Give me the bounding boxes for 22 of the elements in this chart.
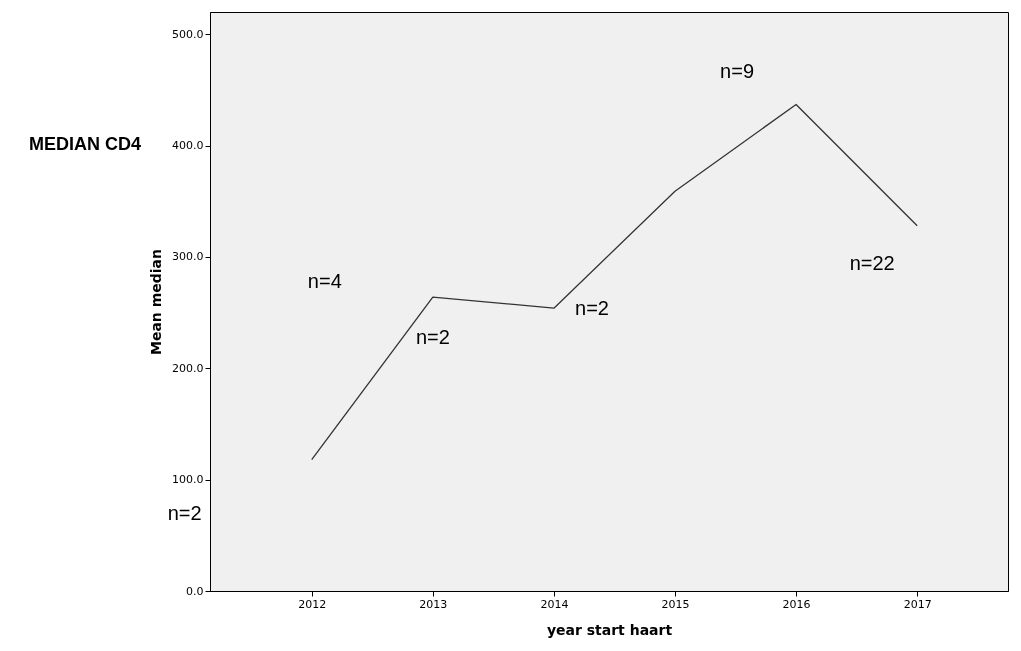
text: n=2	[167, 501, 202, 524]
y-tick-label: 400.0	[172, 139, 204, 153]
annotation: n=2	[575, 297, 609, 320]
x-axis-title: year start haart	[546, 621, 673, 638]
text: MEDIAN CD4	[28, 134, 142, 154]
x-tick-label: 2015	[661, 597, 690, 611]
y-tick-label: 300.0	[172, 250, 204, 264]
x-tick-label: 2016	[782, 597, 811, 611]
y-axis-title: Mean median	[148, 248, 165, 356]
annotation: n=4	[307, 270, 342, 293]
annotation: n=2	[415, 326, 450, 349]
y-tick-label: 200.0	[172, 361, 204, 375]
x-tick-label: 2014	[540, 597, 569, 611]
annotation: n=22	[849, 251, 895, 274]
line-series	[311, 103, 918, 461]
x-tick-label: 2017	[903, 597, 932, 611]
x-tick-label: 2013	[419, 597, 448, 611]
y-tick-label: 0.0	[186, 584, 204, 598]
annotation: n=9	[720, 60, 755, 83]
x-tick-label: 2012	[298, 597, 327, 611]
y-tick-label: 500.0	[172, 27, 204, 41]
y-tick-label: 100.0	[172, 473, 204, 487]
